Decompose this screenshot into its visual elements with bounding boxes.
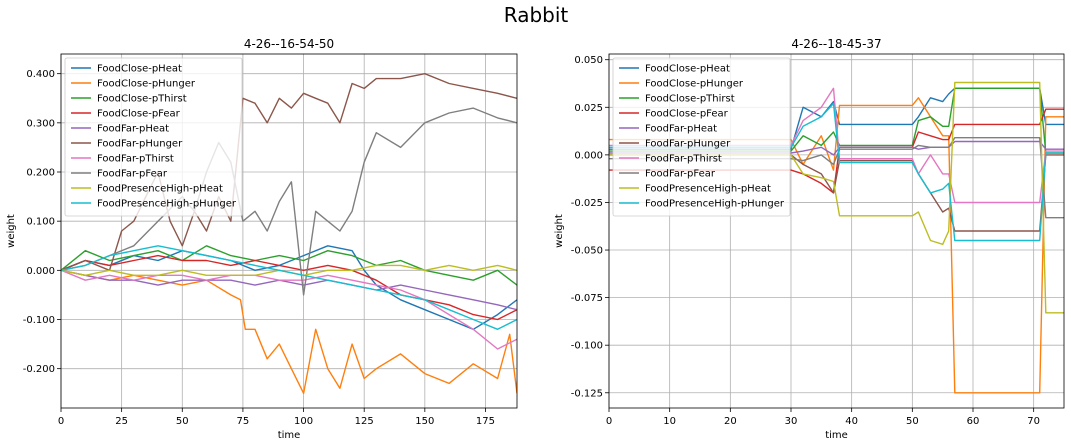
series-line-FoodPresenceHigh-pHeat (609, 81, 1064, 314)
x-tick-label: 0 (58, 416, 64, 427)
y-tick-label: -0.075 (571, 293, 603, 304)
y-tick-label: 0.000 (26, 266, 55, 277)
legend-entry: FoodClose-pFear (97, 109, 181, 120)
legend-box (612, 57, 791, 217)
legend-entry: FoodFar-pHunger (97, 139, 183, 150)
series-line-FoodClose-pThirst (609, 87, 1064, 154)
series-line-FoodFar-pThirst (61, 269, 517, 350)
x-tick-label: 70 (1027, 416, 1040, 427)
y-tick-label: -0.125 (571, 388, 603, 399)
series-line-FoodPresenceHigh-pHunger (609, 102, 1064, 242)
series-line-FoodFar-pHeat (609, 140, 1064, 156)
legend-entry: FoodFar-pThirst (645, 154, 722, 165)
legend-entry: FoodClose-pHunger (97, 79, 196, 90)
series-line-FoodPresenceHigh-pHunger (61, 245, 517, 330)
legend-box (64, 57, 243, 217)
legend-entry: FoodClose-pThirst (97, 94, 187, 105)
y-tick-label: 0.050 (574, 55, 603, 66)
legend-entry: FoodPresenceHigh-pHunger (97, 199, 237, 210)
legend-entry: FoodPresenceHigh-pHunger (645, 199, 785, 210)
x-tick-label: 30 (785, 416, 798, 427)
legend-entry: FoodClose-pThirst (645, 94, 735, 105)
series-line-FoodClose-pFear (609, 108, 1064, 194)
y-tick-label: -0.025 (571, 198, 603, 209)
y-tick-label: -0.100 (571, 341, 603, 352)
x-tick-label: 175 (476, 416, 495, 427)
y-tick-label: -0.100 (23, 315, 55, 326)
y-tick-label: 0.300 (26, 118, 55, 129)
x-tick-label: 150 (415, 416, 434, 427)
figure-title: Rabbit (504, 3, 569, 27)
x-tick-label: 0 (606, 416, 612, 427)
chart-title: 4-26--18-45-37 (791, 37, 881, 51)
legend-entry: FoodPresenceHigh-pHeat (645, 184, 771, 195)
legend-entry: FoodFar-pThirst (97, 154, 174, 165)
x-tick-label: 60 (967, 416, 980, 427)
x-tick-label: 20 (724, 416, 737, 427)
legend-entry: FoodClose-pHeat (97, 64, 182, 75)
y-tick-label: 0.400 (26, 69, 55, 80)
x-tick-label: 10 (663, 416, 676, 427)
y-axis-label: weight (554, 214, 565, 248)
y-tick-label: -0.050 (571, 246, 603, 257)
series-line-FoodFar-pHeat (61, 269, 517, 311)
x-tick-label: 75 (237, 416, 250, 427)
axes-frame (60, 53, 518, 409)
x-tick-label: 40 (845, 416, 858, 427)
y-tick-label: -0.200 (23, 364, 55, 375)
x-tick-label: 50 (906, 416, 919, 427)
y-tick-label: 0.000 (574, 150, 603, 161)
x-tick-label: 25 (115, 416, 128, 427)
y-axis-label: weight (6, 214, 17, 248)
x-tick-label: 125 (355, 416, 374, 427)
x-axis-label: time (278, 430, 301, 441)
plots: 0 25 50 75 100 125 150 175-0.200-0.1000.0000.10… (6, 37, 1065, 441)
legend-entry: FoodPresenceHigh-pHeat (97, 184, 223, 195)
x-tick-label: 100 (294, 416, 313, 427)
y-tick-label: 0.100 (26, 217, 55, 228)
series-line-FoodClose-pThirst (61, 245, 517, 286)
legend-entry: FoodFar-pHunger (645, 139, 731, 150)
legend-entry: FoodClose-pHunger (645, 79, 744, 90)
legend-entry: FoodFar-pHeat (645, 124, 717, 135)
legend: FoodClose-pHeat FoodClose-pHunger FoodClos… (612, 57, 791, 217)
legend: FoodClose-pHeat FoodClose-pHunger FoodClos… (64, 57, 243, 217)
legend-entry: FoodClose-pFear (645, 109, 729, 120)
chart-panel-1: 0 25 50 75 100 125 150 175 -0.200 -0.100 0.000 0.10… (6, 37, 518, 441)
x-axis-label: time (825, 430, 848, 441)
axes-frame (608, 53, 1065, 409)
legend-entry: FoodFar-pFear (645, 169, 716, 180)
legend-entry: FoodFar-pFear (97, 169, 168, 180)
series-line-FoodClose-pHunger (609, 97, 1064, 394)
x-tick-label: 50 (176, 416, 189, 427)
chart-title: 4-26--16-54-50 (244, 37, 334, 51)
series-line-FoodClose-pFear (61, 254, 517, 321)
series-line-FoodFar-pFear (609, 137, 1064, 219)
series-group (609, 81, 1064, 394)
legend-entry: FoodFar-pHeat (97, 124, 169, 135)
y-tick-label: 0.200 (26, 168, 55, 179)
chart-panel-2: 0 10 20 30 40 50 60 70 -0.125 -0.100 -0.075 -0.050 -… (554, 37, 1065, 441)
legend-entry: FoodClose-pHeat (645, 64, 730, 75)
y-tick-label: 0.025 (574, 103, 603, 114)
